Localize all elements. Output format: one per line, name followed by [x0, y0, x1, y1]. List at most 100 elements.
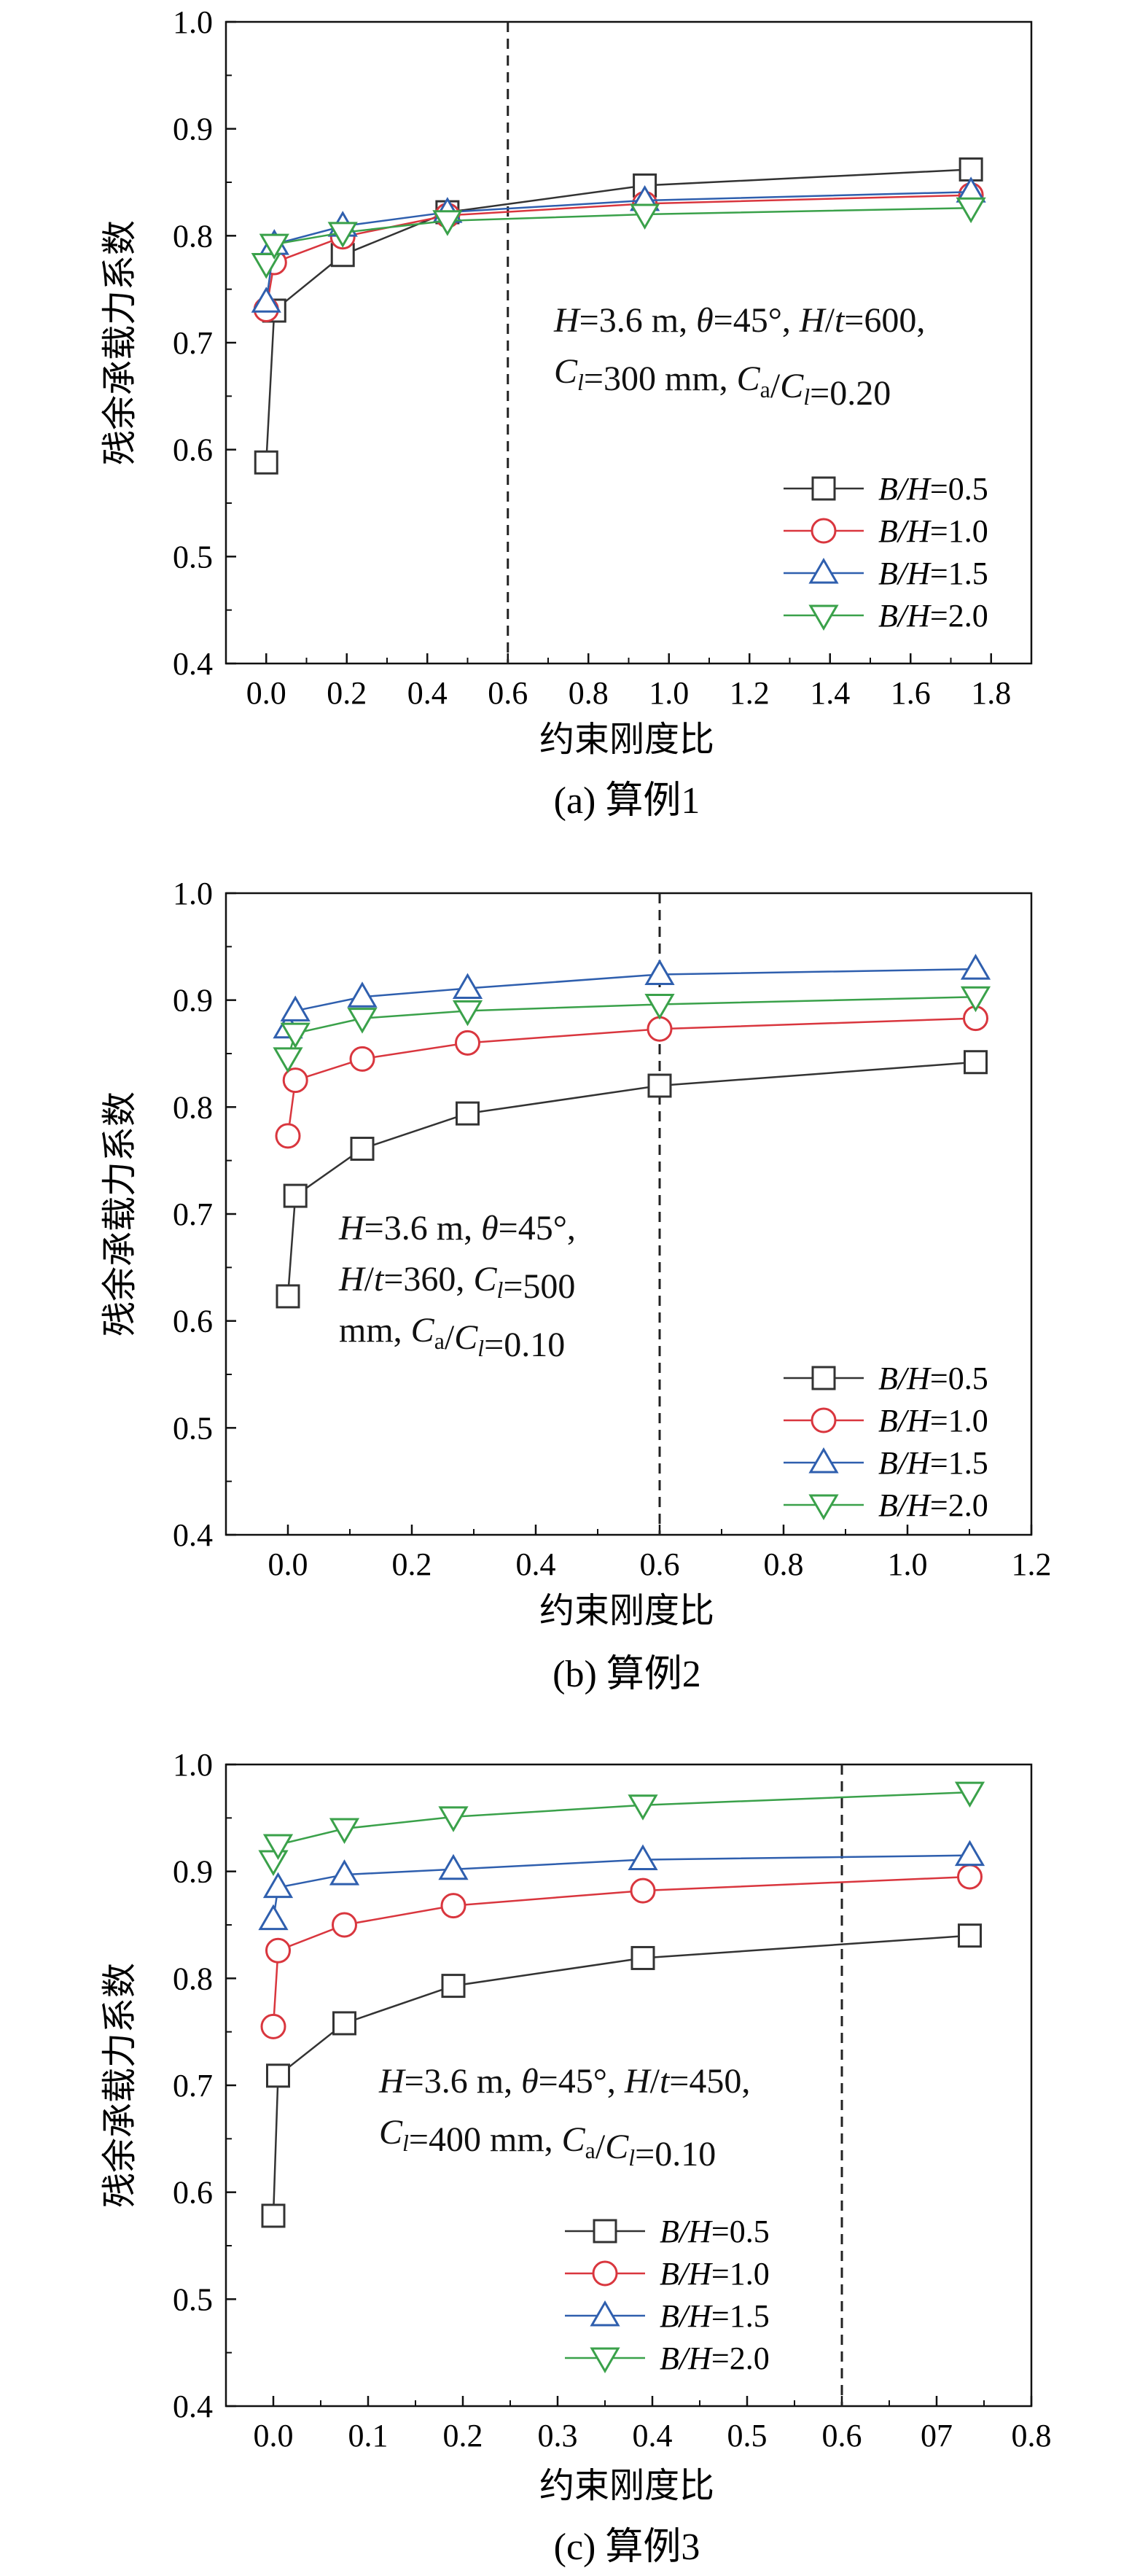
legend-marker	[808, 1494, 839, 1520]
x-tick-label: 1.4	[810, 675, 850, 711]
annotation-line: Cl=300 mm, Ca/Cl=0.20	[554, 352, 891, 413]
data-point	[628, 1794, 658, 1821]
data-point	[251, 252, 281, 279]
data-point	[332, 1912, 357, 1938]
y-tick-label: 0.5	[173, 1410, 213, 1446]
series-line	[272, 1934, 970, 2216]
data-point	[280, 995, 311, 1022]
legend-marker	[811, 1407, 837, 1433]
data-point	[432, 210, 463, 236]
data-point	[960, 986, 991, 1013]
legend-label: B/H=2.0	[878, 1487, 988, 1523]
x-tick-label: 0.8	[1012, 2418, 1052, 2454]
data-point	[259, 233, 289, 260]
data-point	[276, 1284, 300, 1309]
series-B/H=1.5	[273, 954, 991, 1039]
y-tick-label: 0.4	[173, 1517, 213, 1553]
chart-c: 0.4 0.5 0.6 0.7 0.8 0.9 1.0 0.0 0.1 0.2 0.3 0.4 0.5 0…	[101, 1747, 1052, 2568]
data-point	[438, 1806, 469, 1832]
series-line	[272, 1875, 970, 2027]
x-tick-label: 0.3	[538, 2418, 578, 2454]
y-tick-label: 0.4	[173, 646, 213, 682]
y-tick-label: 0.8	[173, 1961, 213, 1996]
annotation-line: H=3.6 m, θ=45°,	[338, 1209, 576, 1248]
legend-marker	[808, 1447, 839, 1474]
data-point	[960, 954, 991, 980]
series-line	[286, 1017, 976, 1137]
data-point	[283, 1183, 308, 1208]
data-point	[455, 1030, 480, 1056]
legend-label: B/H=0.5	[660, 2214, 770, 2249]
y-tick-label: 0.7	[173, 2068, 213, 2104]
x-tick-label: 0.2	[443, 2418, 483, 2454]
x-tick-label: 0.6	[488, 675, 528, 711]
series-line	[265, 190, 972, 303]
data-point	[957, 1864, 983, 1890]
data-point	[456, 1101, 480, 1126]
data-point	[644, 959, 675, 985]
y-tick-label: 0.5	[173, 2281, 213, 2317]
data-point	[329, 1859, 360, 1886]
x-tick-label: 1.8	[971, 675, 1011, 711]
y-tick-label: 0.9	[173, 112, 213, 147]
data-point	[251, 287, 281, 313]
data-point	[265, 1937, 291, 1964]
data-point	[958, 157, 983, 182]
series-line	[265, 168, 972, 463]
figure-caption: (b) 算例2	[552, 1654, 701, 1695]
data-point	[954, 1781, 985, 1808]
legend-marker	[808, 558, 839, 584]
x-axis-title: 约束刚度比	[539, 1592, 714, 1630]
legend-label: B/H=2.0	[660, 2340, 770, 2376]
x-axis-title: 约束刚度比	[539, 720, 714, 759]
x-tick-label: 07	[921, 2418, 953, 2454]
legend-label: B/H=1.5	[878, 1445, 988, 1481]
y-tick-label: 0.8	[173, 1089, 213, 1125]
data-point	[647, 1016, 673, 1042]
series-B/H=2.0	[258, 1781, 985, 1876]
figure-caption: (c) 算例3	[554, 2526, 700, 2568]
series-line	[265, 194, 972, 310]
legend-label: B/H=1.0	[878, 1403, 988, 1439]
legend-label: B/H=2.0	[878, 598, 988, 634]
data-point	[258, 1904, 289, 1931]
data-point	[280, 1022, 311, 1049]
series-line	[286, 996, 976, 1059]
data-point	[254, 450, 278, 475]
series-B/H=1.5	[258, 1840, 985, 1931]
series-B/H=1.0	[260, 1864, 983, 2039]
legend-label: B/H=1.5	[660, 2298, 770, 2334]
series-B/H=2.0	[251, 197, 986, 279]
data-point	[441, 1974, 466, 1999]
y-tick-label: 0.9	[173, 1854, 213, 1890]
data-point	[452, 1000, 483, 1027]
legend-label: B/H=0.5	[878, 471, 988, 507]
data-point	[956, 197, 986, 224]
x-tick-label: 0.0	[246, 675, 286, 711]
data-point	[273, 1047, 303, 1073]
data-point	[262, 1872, 294, 1899]
y-tick-label: 0.8	[173, 218, 213, 254]
data-point	[958, 1923, 982, 1948]
data-point	[266, 2063, 290, 2088]
chart-b: 0.4 0.5 0.6 0.7 0.8 0.9 1.0 0.0 0.2 0.4 0.6 0.8 1.0 1…	[101, 876, 1052, 1695]
y-tick-label: 0.7	[173, 325, 213, 361]
legend-marker	[808, 604, 839, 631]
data-point	[954, 1840, 985, 1867]
data-point	[332, 2011, 356, 2036]
series-line	[272, 1791, 970, 1861]
x-tick-label: 0.4	[407, 675, 448, 711]
legend-label: B/H=1.5	[878, 556, 988, 591]
y-tick-label: 0.4	[173, 2389, 213, 2424]
x-tick-label: 0.5	[727, 2418, 768, 2454]
data-point	[647, 1073, 672, 1098]
legend-marker	[590, 2347, 620, 2373]
data-point	[452, 973, 483, 1000]
x-tick-label: 0.0	[254, 2418, 294, 2454]
x-tick-label: 1.6	[891, 675, 931, 711]
data-point	[347, 1008, 378, 1034]
x-tick-label: 0.4	[516, 1546, 556, 1582]
annotation-line: Cl=400 mm, Ca/Cl=0.10	[379, 2113, 716, 2174]
series-B/H=1.0	[275, 1005, 988, 1149]
y-tick-label: 0.6	[173, 432, 213, 468]
